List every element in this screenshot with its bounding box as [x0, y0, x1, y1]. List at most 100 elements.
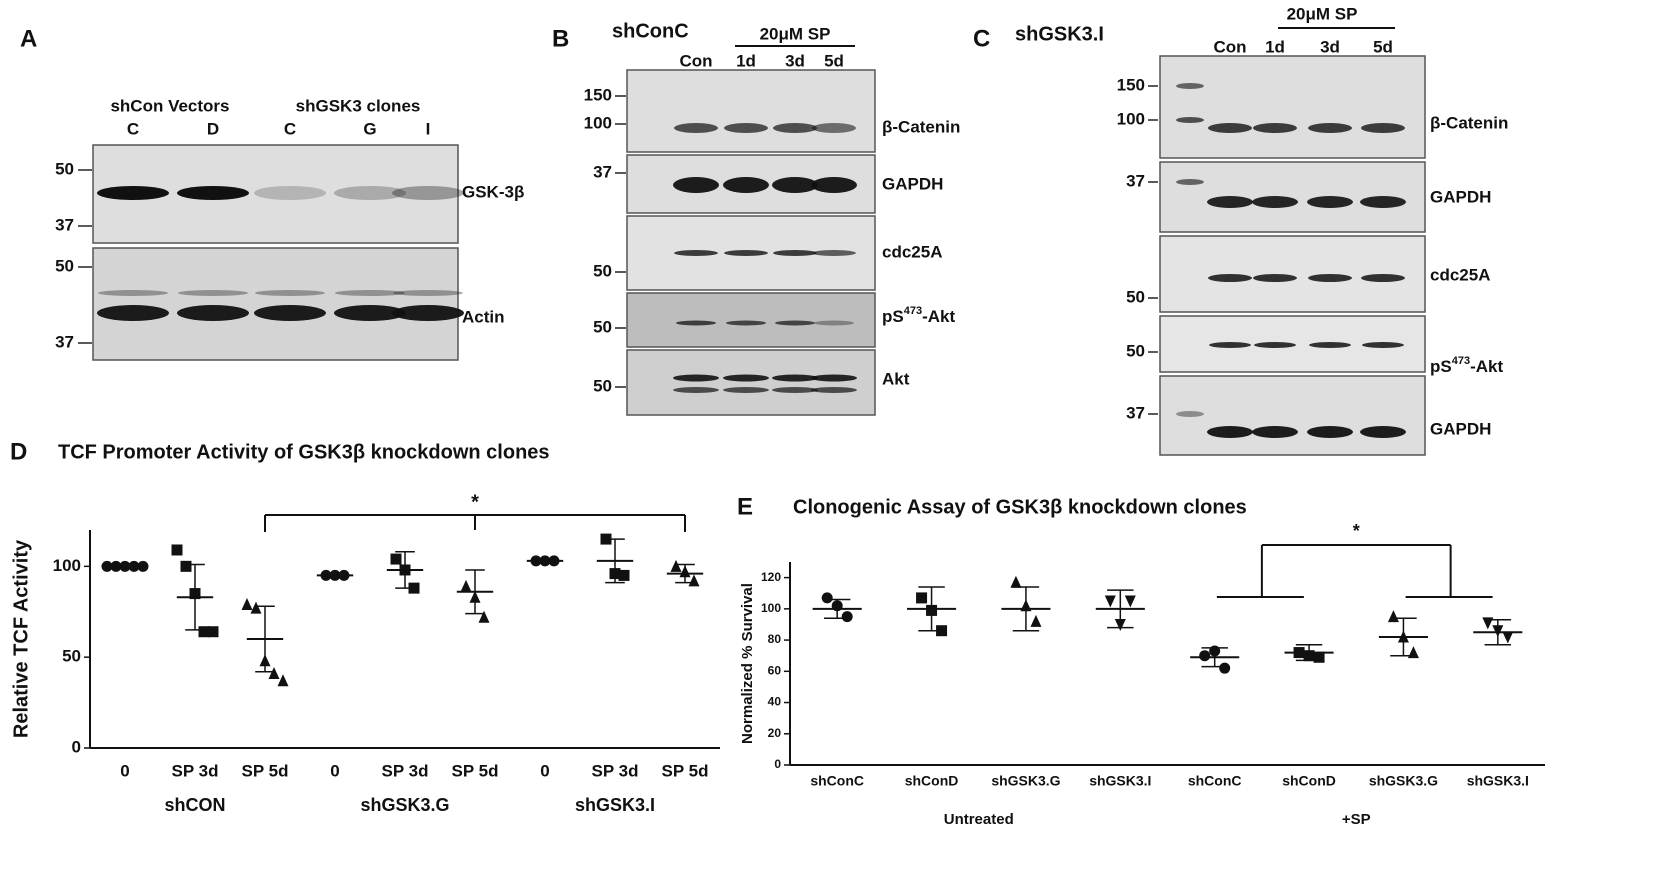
data-point [390, 553, 402, 565]
mw-marker: 37 [1126, 403, 1145, 422]
lane-label: 1d [1265, 37, 1285, 56]
band [1308, 274, 1352, 282]
panel-label: A [20, 25, 37, 52]
y-tick-label: 50 [62, 647, 81, 666]
x-tick-label: SP 5d [662, 761, 709, 780]
protein-label: GAPDH [882, 174, 943, 193]
data-point [841, 611, 853, 623]
data-point [618, 569, 630, 581]
data-point [277, 674, 289, 687]
data-point [1313, 651, 1325, 663]
group-label: shCon Vectors [110, 96, 229, 115]
mw-marker: 50 [593, 317, 612, 336]
mw-marker: 150 [584, 85, 612, 104]
band [97, 186, 169, 200]
group-label: shCON [164, 795, 225, 815]
y-axis-label: Relative TCF Activity [10, 539, 32, 738]
lane-label: 3d [1320, 37, 1340, 56]
lane-label: G [363, 119, 376, 138]
band [1253, 274, 1297, 282]
band [334, 186, 406, 200]
protein-label: GSK-3β [462, 182, 524, 201]
band [1253, 123, 1297, 133]
band [1360, 196, 1406, 208]
x-tick-label: shGSK3.I [1089, 773, 1151, 789]
mw-marker: 37 [593, 162, 612, 181]
y-tick-label: 60 [768, 663, 782, 677]
band [1209, 342, 1251, 348]
band [814, 320, 854, 326]
band [1252, 196, 1298, 208]
lane-label: C [284, 119, 296, 138]
band [1207, 426, 1253, 438]
x-tick-label: SP 3d [592, 761, 639, 780]
lane-label: Con [1213, 37, 1246, 56]
data-point [1219, 662, 1231, 674]
band [1362, 342, 1404, 348]
data-point [916, 592, 928, 604]
band [334, 305, 406, 321]
band [1361, 123, 1405, 133]
panel-label: D [10, 438, 27, 465]
x-tick-label: shConD [1282, 773, 1336, 789]
band [674, 250, 718, 256]
band [1309, 342, 1351, 348]
band [772, 387, 818, 393]
x-tick-label: 0 [330, 761, 339, 780]
treatment: 20μM SP [760, 24, 831, 43]
group-label: Untreated [944, 811, 1014, 828]
data-point [478, 610, 490, 623]
data-point [1104, 595, 1116, 608]
band [673, 374, 719, 382]
mw-marker: 50 [1126, 287, 1145, 306]
lane-label: I [426, 119, 431, 138]
blot [1159, 235, 1426, 313]
protein-label: GAPDH [1430, 419, 1491, 438]
data-point [207, 626, 219, 638]
band [1254, 342, 1296, 348]
blot [626, 349, 876, 416]
protein-label: pS473-Akt [1430, 355, 1503, 377]
protein-label: Actin [462, 307, 505, 326]
band [772, 374, 818, 382]
data-point [821, 592, 833, 604]
data-point [1124, 595, 1136, 608]
protein-label-part: pS [882, 307, 904, 326]
panel-label: E [737, 493, 753, 520]
significance-label: * [1353, 521, 1360, 541]
data-point [1199, 650, 1211, 662]
band [676, 320, 716, 326]
protein-label: β-Catenin [1430, 113, 1508, 132]
band [724, 123, 768, 133]
protein-label: β-Catenin [882, 117, 960, 136]
band [98, 290, 168, 296]
band [254, 305, 326, 321]
band [392, 186, 464, 200]
blot [92, 247, 459, 361]
mw-marker: 37 [55, 332, 74, 351]
x-tick-label: SP 5d [242, 761, 289, 780]
band [1208, 274, 1252, 282]
x-tick-label: SP 3d [172, 761, 219, 780]
mw-marker: 50 [593, 376, 612, 395]
group-label: shGSK3 clones [296, 96, 421, 115]
group-label: +SP [1342, 811, 1371, 828]
protein-label: pS473-Akt [882, 305, 955, 327]
treatment: 20μM SP [1287, 4, 1358, 23]
y-tick-label: 20 [768, 726, 782, 740]
data-point [268, 667, 280, 680]
band [773, 123, 817, 133]
band [811, 387, 857, 393]
lane-label: Con [679, 51, 712, 70]
band [673, 387, 719, 393]
data-point [1387, 610, 1399, 623]
mw-marker: 37 [1126, 171, 1145, 190]
cell-line: shConC [612, 20, 689, 42]
y-tick-label: 40 [768, 695, 782, 709]
group-label: shGSK3.I [575, 795, 655, 815]
y-tick-label: 0 [72, 737, 81, 756]
x-tick-label: shConD [905, 773, 959, 789]
band [723, 374, 769, 382]
band [723, 387, 769, 393]
band [335, 290, 405, 296]
